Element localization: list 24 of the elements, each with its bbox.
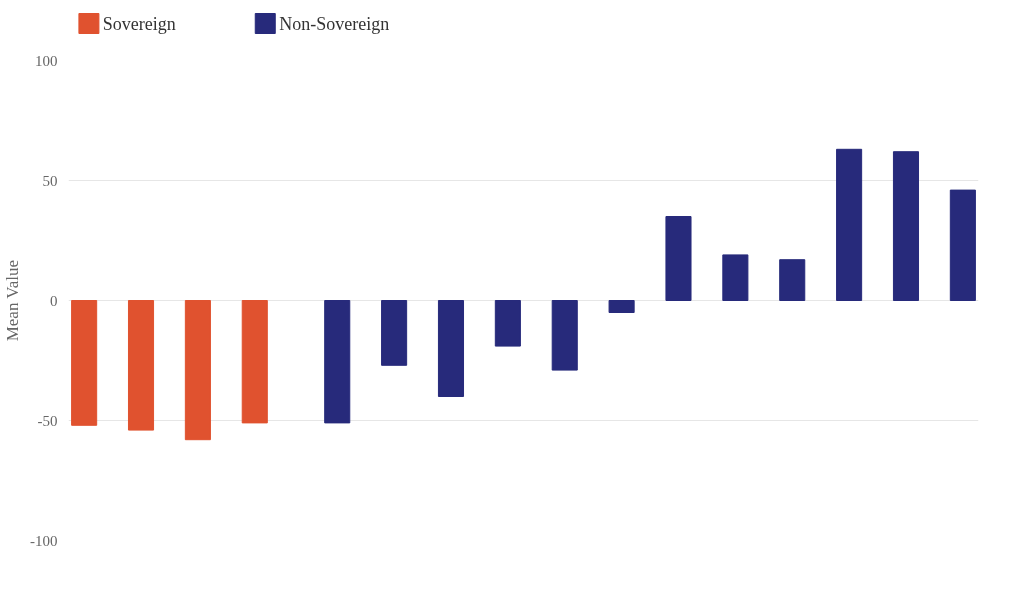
bar bbox=[184, 300, 211, 441]
bar bbox=[127, 300, 155, 431]
bar bbox=[381, 300, 408, 366]
y-tick-label: 50 bbox=[42, 172, 58, 189]
bar bbox=[836, 148, 863, 301]
bar bbox=[71, 300, 98, 426]
y-tick-label: 0 bbox=[50, 292, 58, 309]
legend-label: Non-Sovereign bbox=[279, 13, 390, 34]
bar bbox=[241, 300, 268, 424]
bar bbox=[779, 259, 806, 301]
y-axis-title: Mean Value bbox=[3, 259, 22, 342]
legend-label: Sovereign bbox=[102, 13, 176, 34]
y-tick-label: -100 bbox=[30, 532, 58, 549]
bar bbox=[437, 300, 465, 397]
y-tick-label: 100 bbox=[35, 52, 58, 69]
bar bbox=[665, 216, 692, 301]
bar bbox=[892, 151, 920, 301]
bar bbox=[324, 300, 351, 424]
bar bbox=[494, 300, 521, 347]
y-tick-label: -50 bbox=[37, 412, 58, 429]
bar bbox=[722, 254, 749, 301]
bar bbox=[608, 300, 635, 313]
bar bbox=[551, 300, 578, 371]
bar bbox=[949, 189, 976, 301]
